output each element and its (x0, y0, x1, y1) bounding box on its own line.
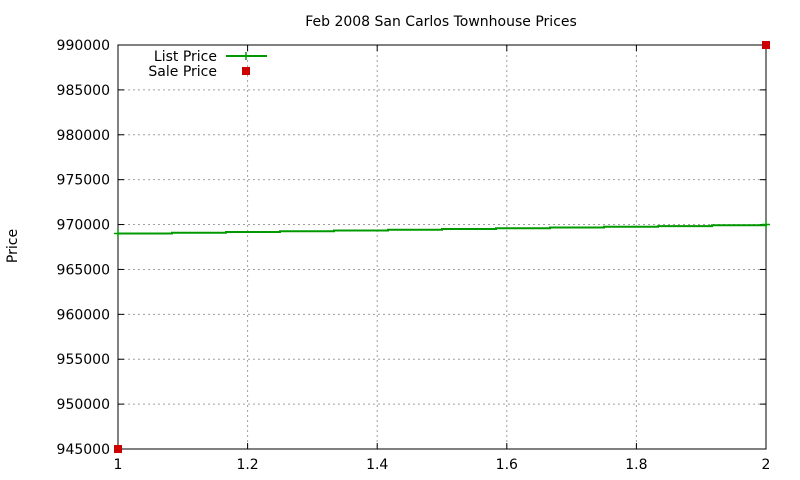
x-tick-label: 1 (114, 457, 123, 473)
list-price-point (762, 220, 770, 229)
sale-price-point (114, 445, 122, 453)
y-tick-label: 965000 (57, 262, 110, 278)
legend-plus-marker (242, 52, 250, 60)
plot-frame (117, 44, 767, 450)
x-tick-label: 1.8 (625, 457, 647, 473)
x-tick-label: 1.6 (496, 457, 518, 473)
y-tick-label: 960000 (57, 307, 110, 323)
legend-square-marker (242, 67, 250, 75)
series-layer (114, 41, 770, 453)
x-tick-label: 1.4 (366, 457, 388, 473)
grid-lines (118, 45, 766, 449)
list-price-point (114, 229, 122, 238)
y-tick-label: 950000 (57, 397, 110, 413)
y-tick-label: 955000 (57, 352, 110, 368)
legend-label: Sale Price (148, 64, 217, 80)
y-tick-label: 975000 (57, 173, 110, 189)
y-tick-label: 945000 (57, 442, 110, 458)
y-axis-label: Price (5, 229, 21, 263)
x-tick-label: 2 (762, 457, 771, 473)
y-tick-label: 985000 (57, 83, 110, 99)
chart-title: Feb 2008 San Carlos Townhouse Prices (305, 14, 577, 30)
y-tick-label: 980000 (57, 128, 110, 144)
list-price-line (118, 224, 767, 235)
sale-price-point (762, 41, 770, 49)
x-tick-label: 1.2 (236, 457, 258, 473)
y-tick-label: 970000 (57, 218, 110, 234)
axis-ticks (117, 44, 767, 450)
y-tick-label: 990000 (57, 38, 110, 54)
legend-label: List Price (154, 49, 217, 65)
